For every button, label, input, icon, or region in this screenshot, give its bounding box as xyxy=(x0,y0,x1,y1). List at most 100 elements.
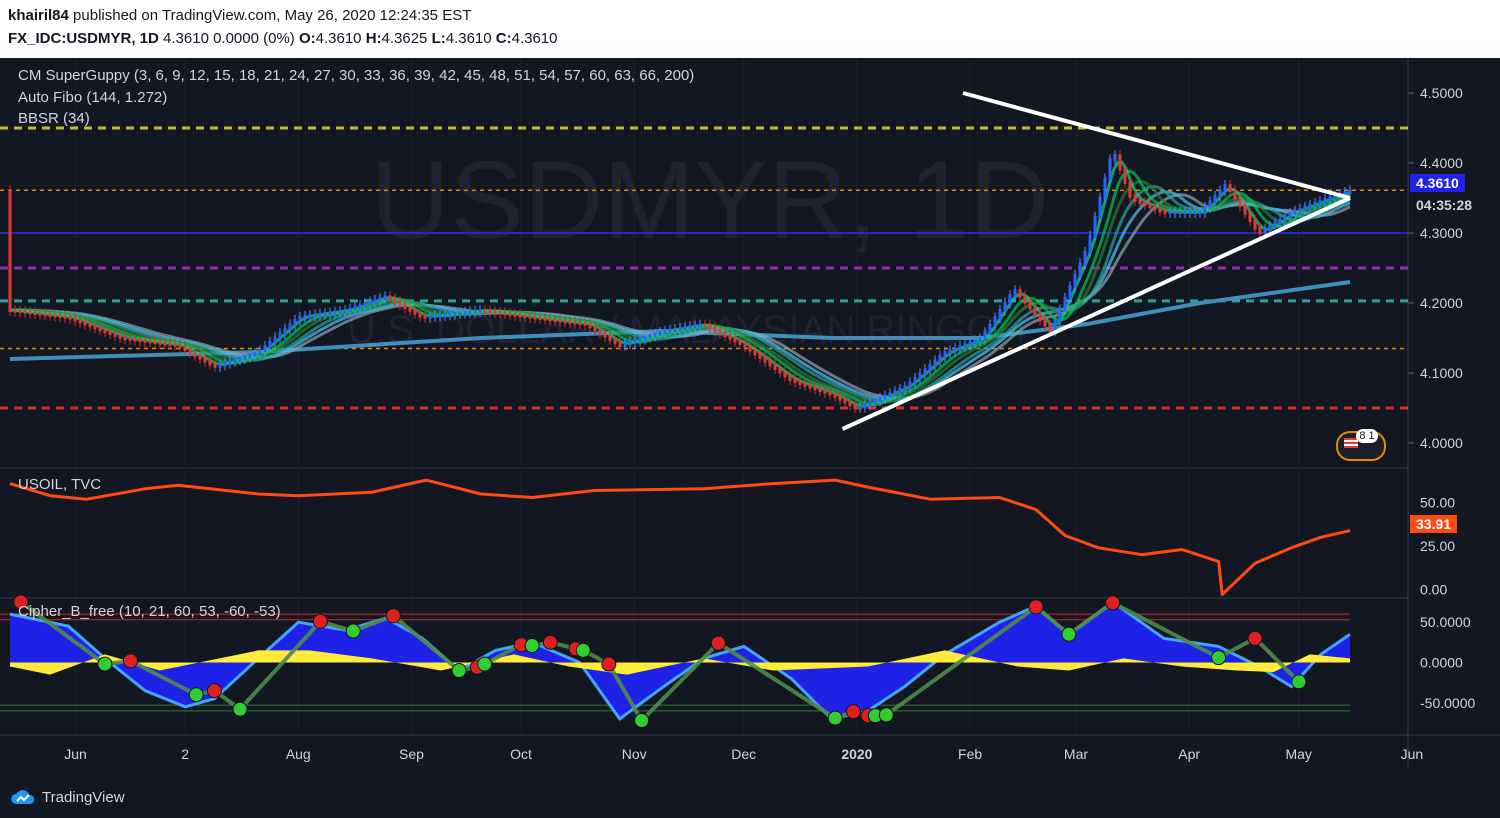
candle-body xyxy=(1263,227,1267,235)
candle-body xyxy=(993,316,997,327)
candle-body xyxy=(1183,211,1187,214)
sell-signal-dot xyxy=(1105,595,1121,611)
candle-body xyxy=(53,313,57,318)
candle-body xyxy=(838,394,842,401)
chart-canvas[interactable]: USDMYR, 1DU.S. DOLLAR / MALAYSIAN RINGGI… xyxy=(0,58,1500,768)
candle-body xyxy=(643,335,647,341)
y-tick-label: 4.2000 xyxy=(1420,295,1463,311)
candle-body xyxy=(973,339,977,345)
candle-body xyxy=(338,309,342,314)
sell-signal-dot xyxy=(710,635,726,651)
candle-body xyxy=(143,339,147,343)
candle-body xyxy=(858,405,862,409)
bbsr-legend[interactable]: BBSR (34) xyxy=(18,110,90,127)
candle-body xyxy=(1318,200,1322,206)
candle-body xyxy=(593,324,597,332)
candle-body xyxy=(1198,211,1202,214)
candle-body xyxy=(583,322,587,326)
candle-body xyxy=(118,333,122,339)
candle-body xyxy=(28,310,32,315)
autofibo-legend[interactable]: Auto Fibo (144, 1.272) xyxy=(18,89,168,106)
symbol-name[interactable]: FX_IDC:USDMYR, 1D xyxy=(8,30,159,47)
candle-body xyxy=(748,344,752,352)
candle-body xyxy=(1288,212,1292,219)
ohlc-key: H: xyxy=(365,30,382,47)
candle-body xyxy=(1203,205,1207,214)
candle-body xyxy=(1178,211,1182,214)
sell-signal-dot xyxy=(1028,599,1044,615)
candle-body xyxy=(753,348,757,356)
candle-body xyxy=(498,310,502,315)
candle-body xyxy=(483,309,487,313)
candle-body xyxy=(103,328,107,334)
candle-body xyxy=(318,312,322,317)
candle-body xyxy=(503,311,507,316)
candle-body xyxy=(868,401,872,407)
candle-body xyxy=(1148,202,1152,209)
candle-body xyxy=(768,359,772,367)
candle-body xyxy=(1293,209,1297,216)
candle-body xyxy=(418,311,422,318)
candle-body xyxy=(393,297,397,304)
candle-body xyxy=(1013,289,1017,298)
x-tick-label: May xyxy=(1285,746,1311,762)
candle-body xyxy=(1063,296,1067,312)
oil-pane-title[interactable]: USOIL, TVC xyxy=(18,476,102,493)
candle-body xyxy=(1283,215,1287,222)
x-tick-label: Dec xyxy=(731,746,756,762)
buy-signal-dot xyxy=(575,642,591,658)
publish-line: khairil84 published on TradingView.com, … xyxy=(8,7,471,24)
candle-body xyxy=(1018,289,1022,298)
candle-body xyxy=(23,310,27,314)
oil-y-tick-label: 50.00 xyxy=(1420,495,1455,511)
candle-body xyxy=(8,189,12,312)
candle-body xyxy=(1303,205,1307,211)
x-tick-label: Sep xyxy=(399,746,424,762)
x-tick-label: Feb xyxy=(958,746,982,762)
candle-body xyxy=(278,332,282,340)
candle-body xyxy=(963,343,967,349)
x-tick-label: Mar xyxy=(1064,746,1088,762)
candle-body xyxy=(613,337,617,344)
candle-body xyxy=(598,328,602,335)
candle-body xyxy=(388,295,392,301)
x-tick-label: Oct xyxy=(510,746,532,762)
candle-body xyxy=(528,315,532,319)
author-name[interactable]: khairil84 xyxy=(8,7,69,24)
candle-body xyxy=(448,312,452,317)
tradingview-logo[interactable]: TradingView xyxy=(10,788,125,806)
footer: TradingView xyxy=(0,768,1500,818)
candle-body xyxy=(193,350,197,357)
candle-body xyxy=(188,348,192,354)
candle-body xyxy=(703,323,707,327)
ohlc-key: O: xyxy=(298,30,316,47)
sell-signal-dot xyxy=(1247,630,1263,646)
candle-body xyxy=(1278,218,1282,225)
superguppy-legend[interactable]: CM SuperGuppy (3, 6, 9, 12, 15, 18, 21, … xyxy=(18,67,695,84)
candle-body xyxy=(1188,211,1192,214)
events-badge[interactable]: 8 1 xyxy=(1336,429,1386,461)
candle-body xyxy=(933,359,937,367)
cipher-pane-title[interactable]: Cipher_B_free (10, 21, 60, 53, -60, -53) xyxy=(18,603,281,620)
x-tick-label: 2 xyxy=(181,746,189,762)
candle-body xyxy=(553,318,557,322)
candle-body xyxy=(1213,194,1217,204)
candle-body xyxy=(588,322,592,328)
candle-body xyxy=(1128,181,1132,198)
candle-body xyxy=(38,311,42,316)
candle-body xyxy=(608,334,612,341)
candle-body xyxy=(1223,183,1227,193)
candle-body xyxy=(548,317,552,322)
candle-body xyxy=(83,320,87,326)
oil-y-tick-label: 25.00 xyxy=(1420,538,1455,554)
candle-body xyxy=(408,305,412,312)
candle-body xyxy=(443,313,447,317)
candle-body xyxy=(358,304,362,309)
candle-body xyxy=(718,328,722,335)
candle-body xyxy=(713,326,717,332)
candle-body xyxy=(273,336,277,344)
candle-body xyxy=(138,338,142,343)
candle-body xyxy=(208,359,212,366)
candle-body xyxy=(163,341,167,346)
candle-body xyxy=(508,312,512,316)
